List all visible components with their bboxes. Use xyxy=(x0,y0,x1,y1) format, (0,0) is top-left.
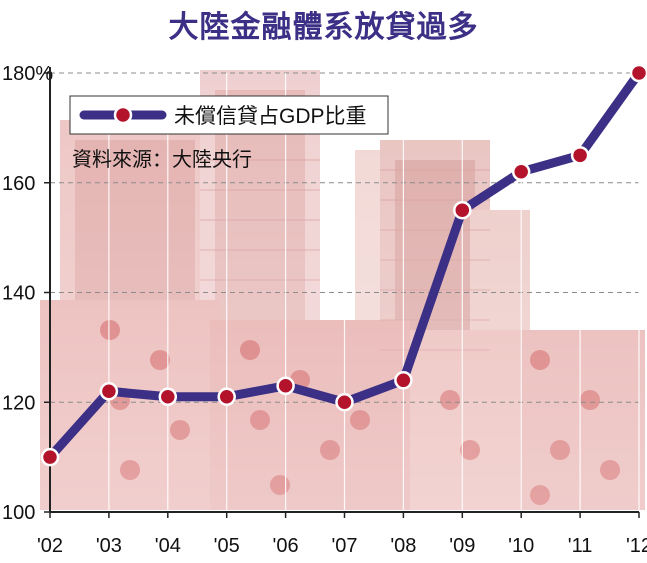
x-tick-label: '04 xyxy=(155,535,181,557)
y-tick-label: 160 xyxy=(2,173,35,195)
x-tick-label: '06 xyxy=(273,535,299,557)
source-note: 資料來源：大陸央行 xyxy=(72,148,252,171)
data-point xyxy=(453,200,472,220)
axes: 100 120 140 160 180% '02 '03 '04 '05 '06 '07 '08 '09… xyxy=(2,63,647,557)
data-point xyxy=(629,63,647,83)
data-point xyxy=(511,162,531,182)
data-point xyxy=(394,371,413,390)
legend-label: 未償信貸占GDP比重 xyxy=(174,105,367,128)
series-layer xyxy=(40,63,647,467)
data-point xyxy=(335,393,354,412)
y-tick-label: 120 xyxy=(2,392,35,414)
data-point xyxy=(99,382,119,401)
data-point xyxy=(570,146,590,165)
legend-marker-swatch xyxy=(113,105,133,125)
x-tick-label: '09 xyxy=(449,535,475,557)
x-tick-label: '08 xyxy=(390,535,416,557)
y-tick-label: 140 xyxy=(2,283,35,305)
x-tick-label: '05 xyxy=(214,535,240,557)
chart-title: 大陸金融體系放貸過多 xyxy=(168,10,479,45)
x-tick-label: '12 xyxy=(626,535,647,557)
x-tick-label: '03 xyxy=(96,535,122,557)
y-tick-label: 100 xyxy=(2,502,35,524)
y-tick-label: 180% xyxy=(2,63,53,85)
data-point xyxy=(40,447,60,467)
data-point xyxy=(217,387,236,407)
x-tick-label: '07 xyxy=(331,535,357,557)
data-point xyxy=(158,387,178,407)
x-tick-label: '02 xyxy=(37,535,63,557)
x-tick-label: '11 xyxy=(568,535,593,557)
data-point xyxy=(276,376,295,396)
x-tick-label: '10 xyxy=(508,535,534,557)
